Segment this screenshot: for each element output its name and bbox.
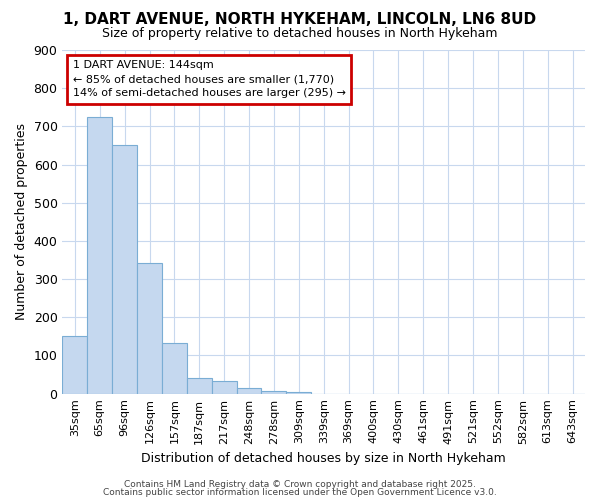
Bar xyxy=(187,378,212,394)
Bar xyxy=(262,390,286,394)
Text: 1, DART AVENUE, NORTH HYKEHAM, LINCOLN, LN6 8UD: 1, DART AVENUE, NORTH HYKEHAM, LINCOLN, … xyxy=(64,12,536,28)
Bar xyxy=(112,146,137,394)
Y-axis label: Number of detached properties: Number of detached properties xyxy=(15,124,28,320)
Bar xyxy=(236,388,262,394)
Bar xyxy=(62,336,88,394)
Text: Contains public sector information licensed under the Open Government Licence v3: Contains public sector information licen… xyxy=(103,488,497,497)
Bar xyxy=(286,392,311,394)
Text: Size of property relative to detached houses in North Hykeham: Size of property relative to detached ho… xyxy=(102,28,498,40)
Bar xyxy=(88,117,112,394)
Text: 1 DART AVENUE: 144sqm
← 85% of detached houses are smaller (1,770)
14% of semi-d: 1 DART AVENUE: 144sqm ← 85% of detached … xyxy=(73,60,346,98)
Text: Contains HM Land Registry data © Crown copyright and database right 2025.: Contains HM Land Registry data © Crown c… xyxy=(124,480,476,489)
Bar xyxy=(212,382,236,394)
Bar xyxy=(137,262,162,394)
X-axis label: Distribution of detached houses by size in North Hykeham: Distribution of detached houses by size … xyxy=(142,452,506,465)
Bar xyxy=(162,344,187,394)
